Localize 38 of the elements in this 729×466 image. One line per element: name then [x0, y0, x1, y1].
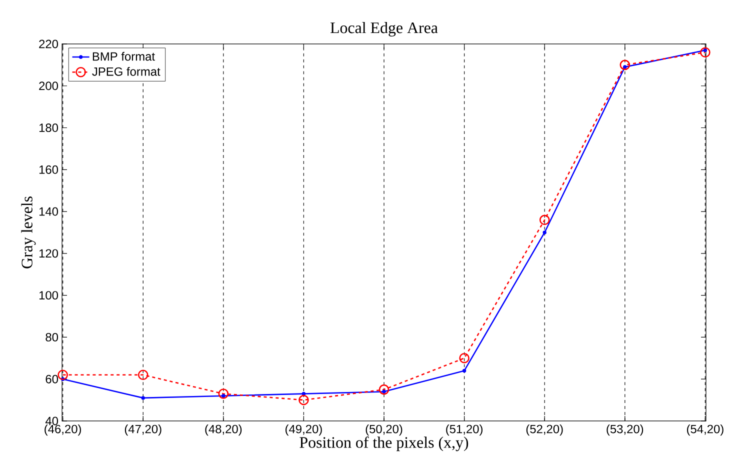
point [462, 368, 466, 373]
x-tick-label: (52,20) [526, 424, 563, 436]
point [620, 60, 630, 70]
y-tick-label: 100 [39, 291, 58, 300]
point [58, 370, 68, 380]
point [542, 230, 546, 234]
y-tick-label: 220 [39, 40, 58, 48]
point [138, 370, 148, 380]
chart-title: Local Edge Area [330, 22, 438, 36]
point [141, 396, 145, 400]
y-tick-label: 40 [45, 416, 58, 426]
point [222, 394, 226, 398]
x-tick-label: (46,20) [44, 424, 81, 436]
point [539, 214, 550, 226]
x-tick-label: (51,20) [446, 424, 482, 436]
y-tick-label: 80 [46, 332, 58, 342]
y-tick-label: 200 [39, 82, 58, 90]
y-tick-label: 140 [39, 207, 58, 216]
point [459, 353, 470, 364]
y-tick-label: 120 [39, 249, 58, 258]
point [298, 394, 309, 406]
legend-label: BMP format [92, 52, 155, 61]
point [218, 388, 229, 399]
y-axis-title: Gray levels [21, 196, 36, 268]
x-tick-label: (47,20) [124, 424, 162, 436]
x-tick-label: (54,20) [687, 424, 724, 436]
legend-label: JPEG format [92, 67, 160, 76]
x-tick-label: (50,20) [366, 424, 402, 436]
point [700, 47, 710, 58]
x-tick-label: (49,20) [286, 424, 322, 436]
x-tick-label: (53,20) [606, 424, 644, 436]
x-tick-label: (48,20) [205, 424, 242, 436]
point [302, 392, 306, 396]
y-tick-label: 60 [46, 374, 58, 384]
point [378, 384, 390, 395]
y-tick-label: 160 [39, 165, 58, 174]
y-tick-label: 180 [39, 124, 58, 132]
x-axis-title: Position of the pixels (x,y) [300, 436, 468, 452]
